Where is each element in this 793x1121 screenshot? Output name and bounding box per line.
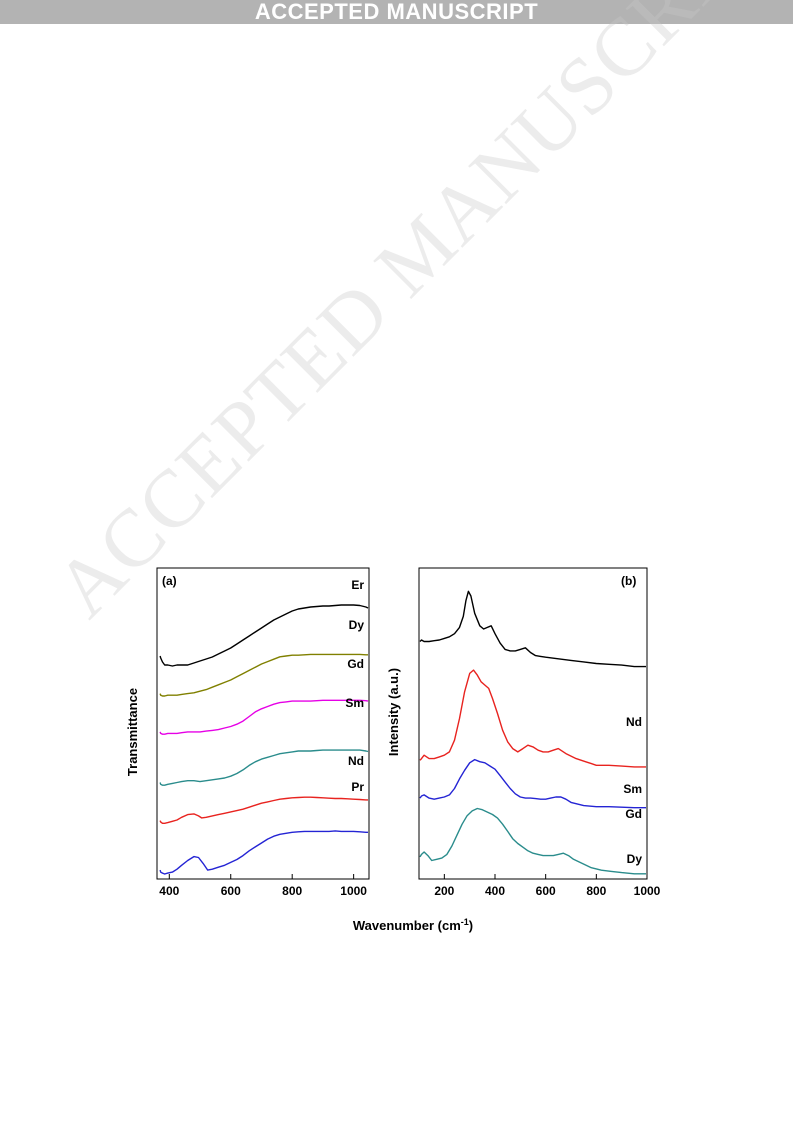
panel-b-label-nd: Nd [626, 715, 642, 729]
panel-b-xtick-label: 400 [485, 884, 505, 898]
panel-b: 200 400 600 800 1000 (b) Nd Sm Gd Dy [418, 567, 661, 898]
panel-a-label-nd: Nd [348, 754, 364, 768]
panel-b-xtick-label: 600 [536, 884, 556, 898]
panel-b-ylabel: Intensity (a.u.) [386, 668, 401, 756]
panel-a: 400 600 800 1000 (a) Er Dy Gd Sm Nd Pr [156, 567, 370, 898]
panel-b-xtick-label: 200 [434, 884, 454, 898]
panel-a-label-gd: Gd [347, 657, 364, 671]
panel-b-label-dy: Dy [627, 852, 643, 866]
panel-a-label-er: Er [351, 578, 364, 592]
panel-b-label-gd: Gd [625, 807, 642, 821]
shared-xlabel: Wavenumber (cm-1) [353, 917, 473, 933]
panel-a-xtick-label: 600 [221, 884, 241, 898]
panel-a-series-er [159, 604, 369, 667]
panel-a-label-pr: Pr [351, 780, 364, 794]
panel-a-panel-label: (a) [162, 574, 177, 588]
panel-a-xtick-label: 1000 [340, 884, 367, 898]
panel-a-series-sm [159, 749, 369, 786]
panel-b-xtick-label: 800 [586, 884, 606, 898]
panel-a-xtick-label: 400 [159, 884, 179, 898]
panel-b-label-sm: Sm [623, 782, 642, 796]
panel-b-series-gd [419, 758, 646, 809]
panel-a-frame [156, 567, 370, 880]
panel-a-label-sm: Sm [345, 696, 364, 710]
manuscript-banner: ACCEPTED MANUSCRIPT [0, 0, 793, 24]
panel-a-series-nd [159, 796, 368, 824]
panel-a-series-pr [159, 830, 368, 875]
panel-b-series-sm [419, 669, 646, 768]
panel-a-xtick-label: 800 [282, 884, 302, 898]
panel-a-ylabel: Transmittance [125, 688, 140, 776]
panel-a-series-dy [159, 653, 368, 697]
panel-b-panel-label: (b) [621, 574, 636, 588]
panel-b-series-nd [419, 590, 646, 668]
panel-b-series-dy [419, 807, 646, 875]
panel-b-frame [418, 567, 648, 880]
panel-b-xtick-label: 1000 [634, 884, 661, 898]
banner-text: ACCEPTED MANUSCRIPT [254, 0, 539, 24]
panel-a-series-gd [159, 699, 369, 735]
panel-a-label-dy: Dy [349, 618, 365, 632]
